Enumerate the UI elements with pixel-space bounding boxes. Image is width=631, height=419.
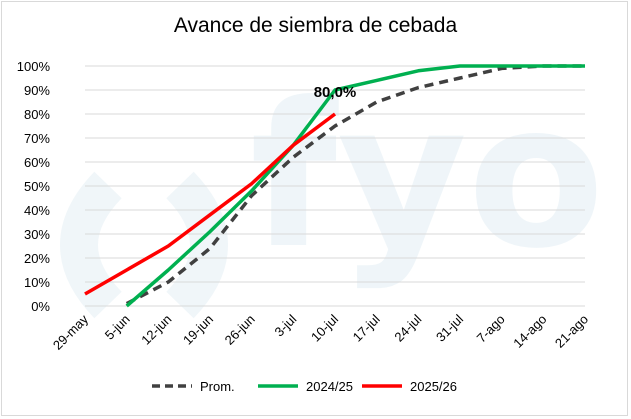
legend-label: 2025/26 [410, 379, 457, 394]
watermark-logo: fyo [60, 60, 605, 319]
x-tick-label: 5-jun [102, 312, 133, 343]
series-line-2024-25 [125, 64, 585, 308]
x-tick-label: 26-jun [222, 312, 258, 348]
x-tick-label: 19-jun [180, 312, 216, 348]
watermark-arc-left [60, 171, 123, 319]
x-tick-label: 31-jul [433, 311, 466, 344]
series-line-2025-26 [84, 112, 337, 296]
x-tick-label: 21-ago [552, 312, 591, 351]
x-tick-label: 14-ago [510, 312, 549, 351]
y-tick-label: 60% [24, 155, 50, 170]
chart-title: Avance de siembra de cebada [173, 14, 458, 37]
x-axis-ticks: 29-may 5-jun 12-jun 19-jun 26-jun 3-jul 10-jul… [50, 311, 591, 353]
watermark-arc-right [165, 171, 228, 319]
watermark-text: fyo [250, 60, 605, 293]
x-tick-label: 7-ago [474, 312, 508, 346]
x-tick-label: 12-jun [138, 312, 174, 348]
y-tick-label: 100% [17, 59, 51, 74]
y-tick-label: 90% [24, 83, 50, 98]
y-tick-label: 0% [31, 299, 50, 314]
x-tick-label: 29-may [50, 311, 92, 353]
data-labels: 80,0% [314, 84, 357, 101]
data-label: 80,0% [314, 84, 357, 101]
y-tick-label: 10% [24, 275, 50, 290]
y-tick-label: 30% [24, 227, 50, 242]
legend-label: 2024/25 [306, 379, 353, 394]
x-tick-label: 24-jul [391, 311, 424, 344]
y-tick-label: 80% [24, 107, 50, 122]
legend-label: Prom. [200, 379, 235, 394]
y-axis-ticks: 0% 10% 20% 30% 40% 50% 60% 70% 80% 90% 100% [17, 59, 51, 314]
legend: Prom. 2024/25 2025/26 [152, 379, 457, 394]
x-tick-label: 10-jul [308, 311, 341, 344]
y-tick-label: 40% [24, 203, 50, 218]
y-tick-label: 20% [24, 251, 50, 266]
series-lines [84, 64, 585, 308]
y-tick-label: 50% [24, 179, 50, 194]
x-tick-label: 3-jul [271, 311, 299, 339]
y-tick-label: 70% [24, 131, 50, 146]
series-line-prom- [125, 64, 585, 306]
x-tick-label: 17-jul [350, 311, 383, 344]
